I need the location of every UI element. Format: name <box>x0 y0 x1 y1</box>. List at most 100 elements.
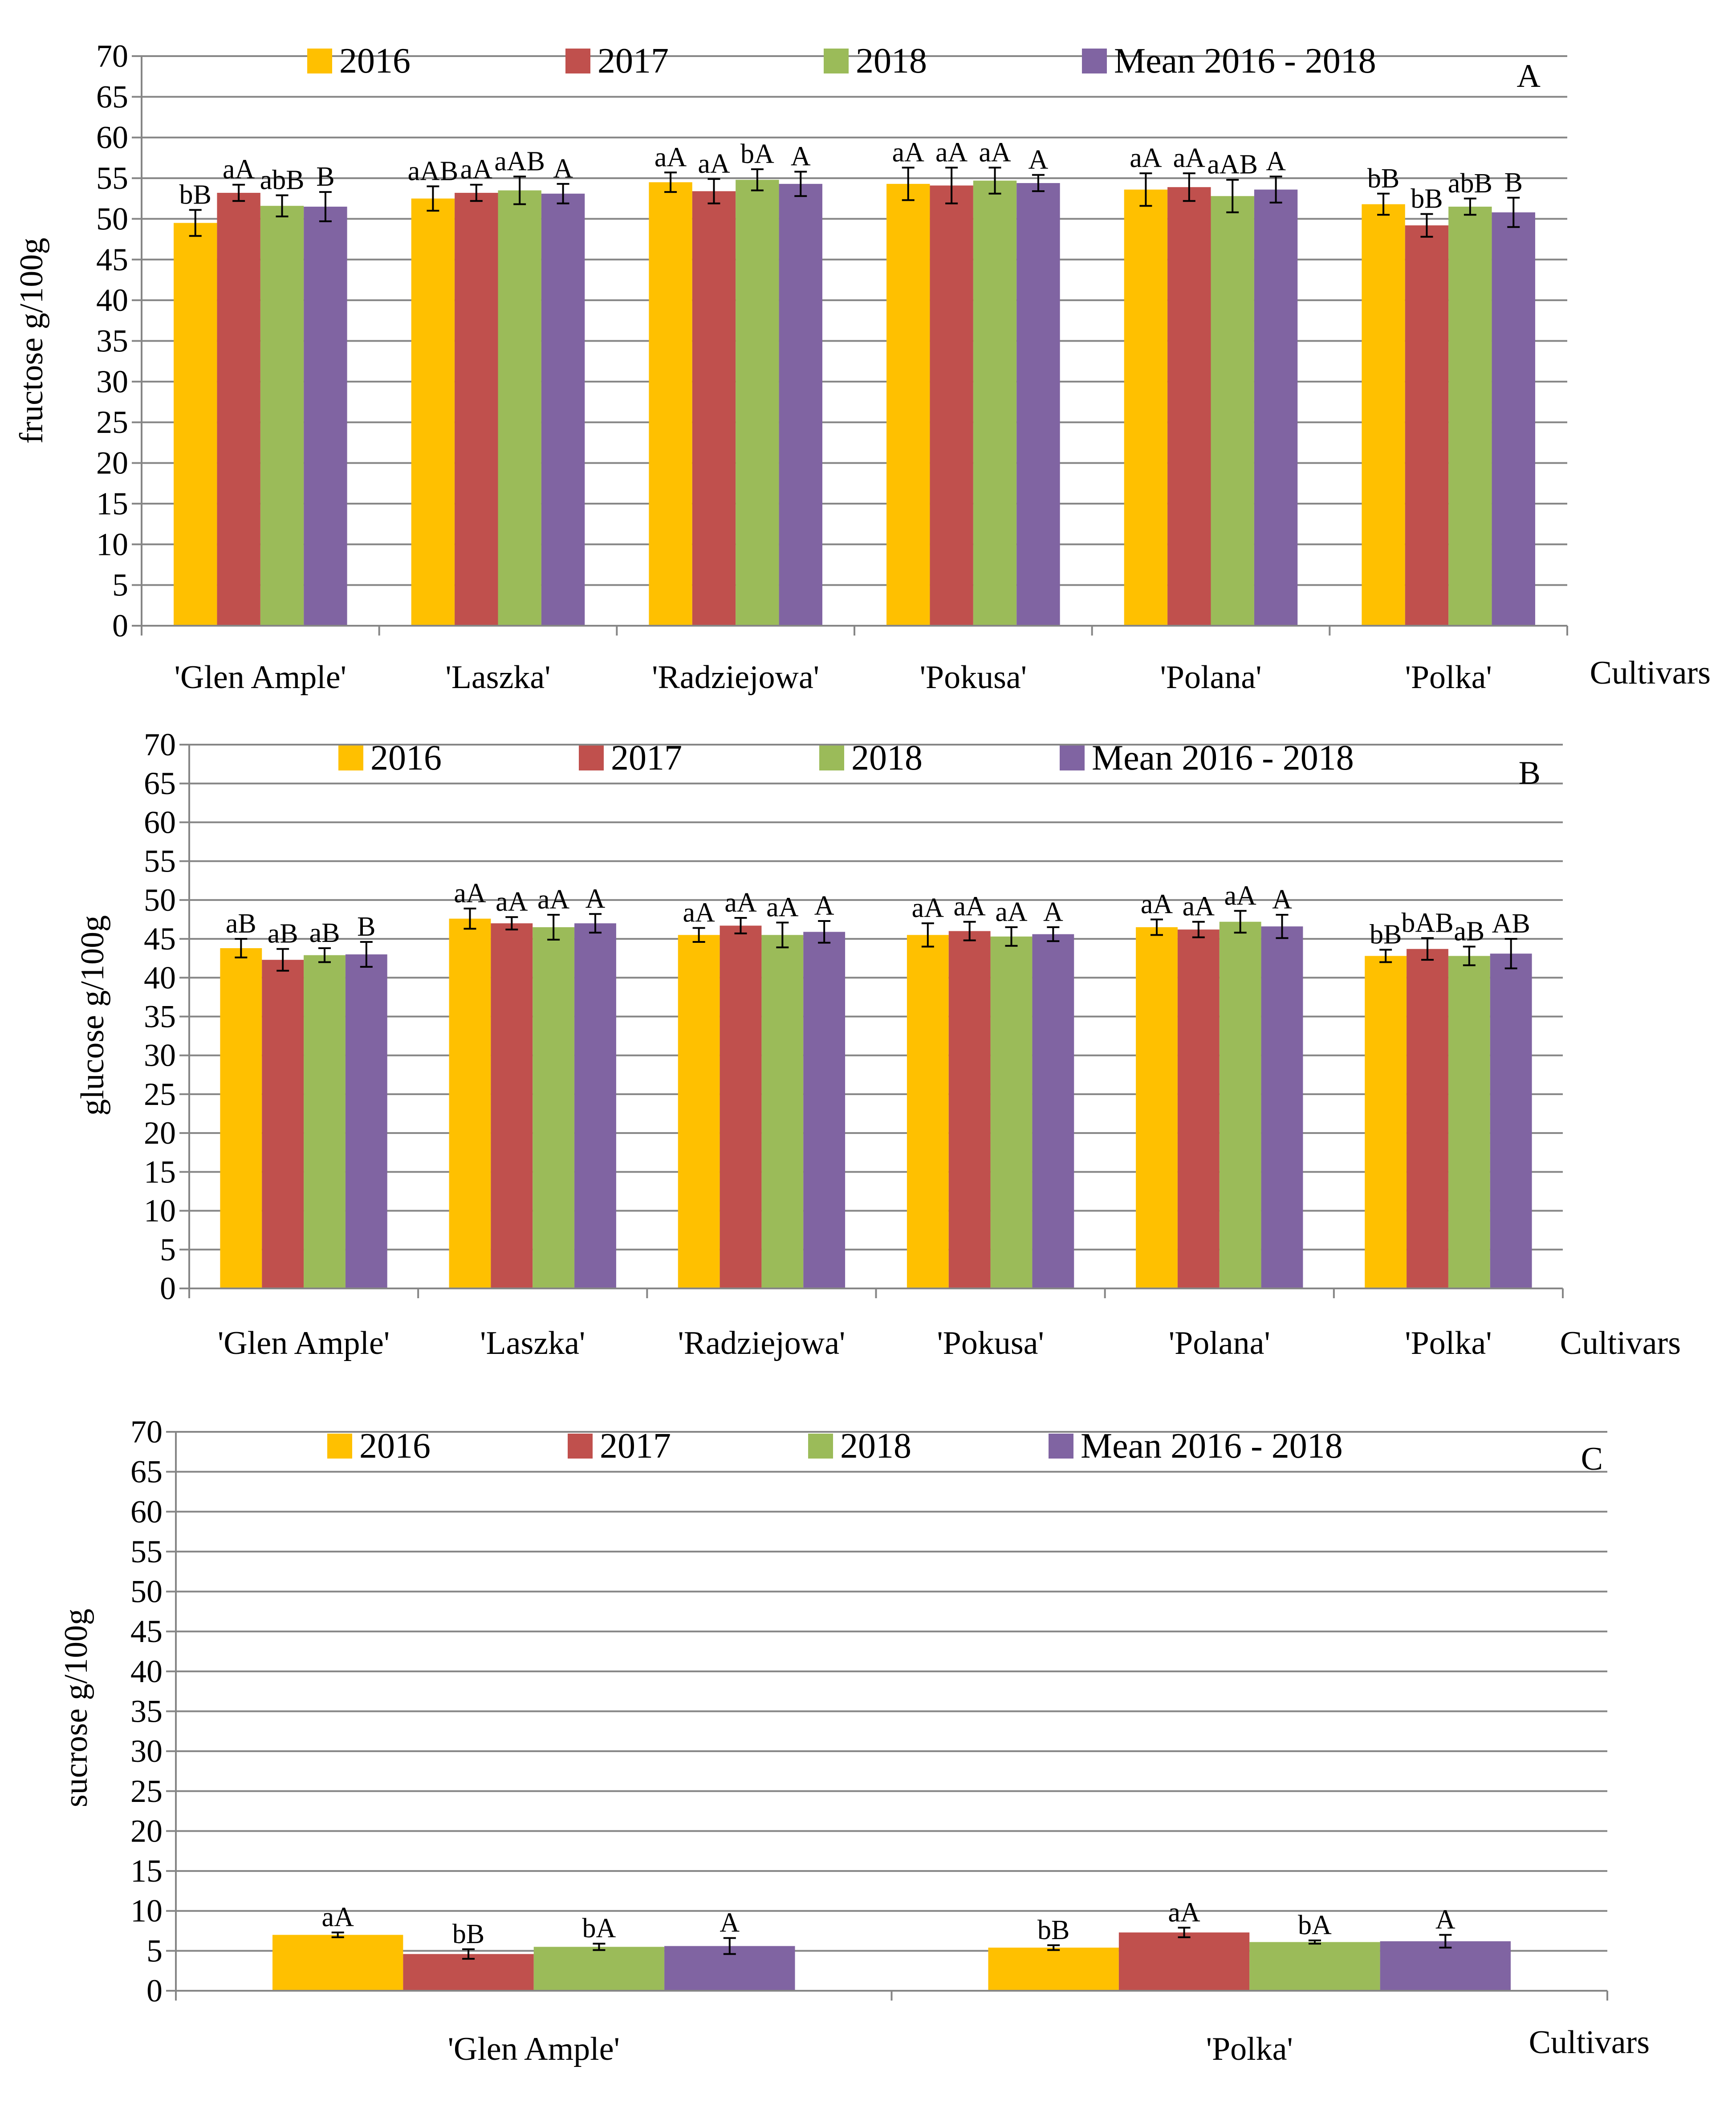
legend-swatch <box>824 49 849 73</box>
significance-label: aB <box>268 919 298 949</box>
bar <box>304 207 347 626</box>
significance-label: aA <box>496 887 528 917</box>
bar <box>411 198 455 626</box>
y-tick-label: 25 <box>130 1773 163 1809</box>
category-label: 'Polka' <box>1405 1325 1492 1361</box>
legend-label: 2016 <box>370 738 442 778</box>
y-tick-label: 30 <box>144 1038 176 1073</box>
category-label: 'Laszka' <box>445 659 550 696</box>
category-label: 'Glen Ample' <box>175 659 346 696</box>
significance-label: bB <box>1370 919 1402 950</box>
legend-label: 2016 <box>339 41 411 81</box>
y-tick-label: 70 <box>130 1414 163 1450</box>
x-axis-label: Cultivars <box>1590 655 1711 691</box>
legend-label: 2018 <box>840 1426 911 1466</box>
y-tick-label: 25 <box>96 404 128 440</box>
legend-swatch <box>568 1434 593 1459</box>
y-tick-label: 70 <box>96 38 128 74</box>
significance-label: aAB <box>1207 150 1258 180</box>
legend-swatch <box>1049 1434 1073 1459</box>
category-label: 'Radziejowa' <box>652 659 819 696</box>
bar <box>262 960 304 1288</box>
y-tick-label: 55 <box>96 160 128 196</box>
bar <box>990 936 1033 1288</box>
significance-label: aA <box>1173 143 1206 173</box>
significance-label: aA <box>1141 889 1173 919</box>
y-tick-label: 10 <box>96 526 128 562</box>
bar <box>886 183 930 626</box>
bar <box>720 925 762 1288</box>
bar <box>533 927 575 1288</box>
significance-label: aA <box>454 878 486 909</box>
legend-swatch <box>819 746 844 770</box>
legend-label: 2017 <box>611 738 682 778</box>
bar <box>907 935 949 1288</box>
bar <box>1362 204 1405 626</box>
significance-label: B <box>1504 167 1523 198</box>
y-tick-label: 65 <box>96 79 128 114</box>
y-tick-label: 60 <box>144 804 176 840</box>
significance-label: bB <box>1037 1915 1069 1945</box>
significance-label: aA <box>724 888 757 918</box>
y-tick-label: 40 <box>96 282 128 318</box>
significance-label: aA <box>322 1902 354 1932</box>
y-tick-label: 30 <box>96 364 128 399</box>
bar <box>498 190 541 626</box>
bar <box>403 1954 534 1991</box>
significance-label: A <box>814 891 834 921</box>
category-label: 'Polka' <box>1405 659 1492 696</box>
bar <box>692 191 736 626</box>
x-axis-label: Cultivars <box>1529 2024 1650 2061</box>
significance-label: bA <box>740 139 774 169</box>
bar <box>1261 926 1303 1288</box>
significance-label: aA <box>912 893 944 923</box>
category-label: 'Polka' <box>1206 2031 1293 2067</box>
legend-swatch <box>307 49 332 73</box>
significance-label: A <box>553 154 573 184</box>
category-label: 'Pokusa' <box>937 1325 1044 1361</box>
chart-panel-a: 0 5 10 15 20 25 30 35 40 45 50 55 60 65 70 fructose g/1… <box>13 38 1711 696</box>
significance-label: A <box>720 1908 740 1938</box>
y-tick-label: 70 <box>144 727 176 762</box>
bar <box>455 192 498 626</box>
y-tick-label: 45 <box>144 921 176 957</box>
significance-label: AB <box>1492 909 1530 939</box>
bar <box>1380 1941 1511 1991</box>
y-tick-label: 35 <box>130 1694 163 1729</box>
bar <box>1016 183 1060 626</box>
y-tick-label: 50 <box>130 1574 163 1610</box>
legend-label: 2018 <box>856 41 927 81</box>
significance-label: aA <box>223 155 255 185</box>
significance-label: A <box>1266 146 1286 176</box>
significance-label: aAB <box>408 156 459 186</box>
bar <box>220 948 262 1288</box>
y-tick-label: 10 <box>130 1893 163 1929</box>
y-tick-label: 0 <box>146 1973 163 2009</box>
significance-label: aA <box>460 155 493 185</box>
significance-label: B <box>316 162 334 192</box>
legend-swatch <box>808 1434 833 1459</box>
significance-label: B <box>357 912 375 942</box>
bar <box>930 185 973 626</box>
significance-label: bB <box>179 179 211 210</box>
significance-label: aB <box>1454 917 1484 947</box>
bar <box>1407 949 1448 1288</box>
y-tick-label: 20 <box>96 445 128 481</box>
legend-label: 2017 <box>598 41 669 81</box>
significance-label: aB <box>226 909 256 939</box>
bar <box>304 955 346 1288</box>
y-tick-label: 55 <box>130 1534 163 1569</box>
legend-swatch <box>1082 49 1107 73</box>
legend-swatch <box>579 746 604 770</box>
bar <box>541 193 585 626</box>
panel-letter: B <box>1519 755 1541 791</box>
bar <box>973 180 1017 626</box>
y-tick-label: 10 <box>144 1193 176 1229</box>
bar <box>1219 921 1261 1288</box>
y-tick-label: 20 <box>144 1115 176 1151</box>
significance-label: aA <box>655 142 687 172</box>
significance-label: bB <box>1411 183 1443 214</box>
category-label: 'Pokusa' <box>920 659 1027 696</box>
bar <box>649 182 692 626</box>
bar <box>1136 927 1178 1288</box>
